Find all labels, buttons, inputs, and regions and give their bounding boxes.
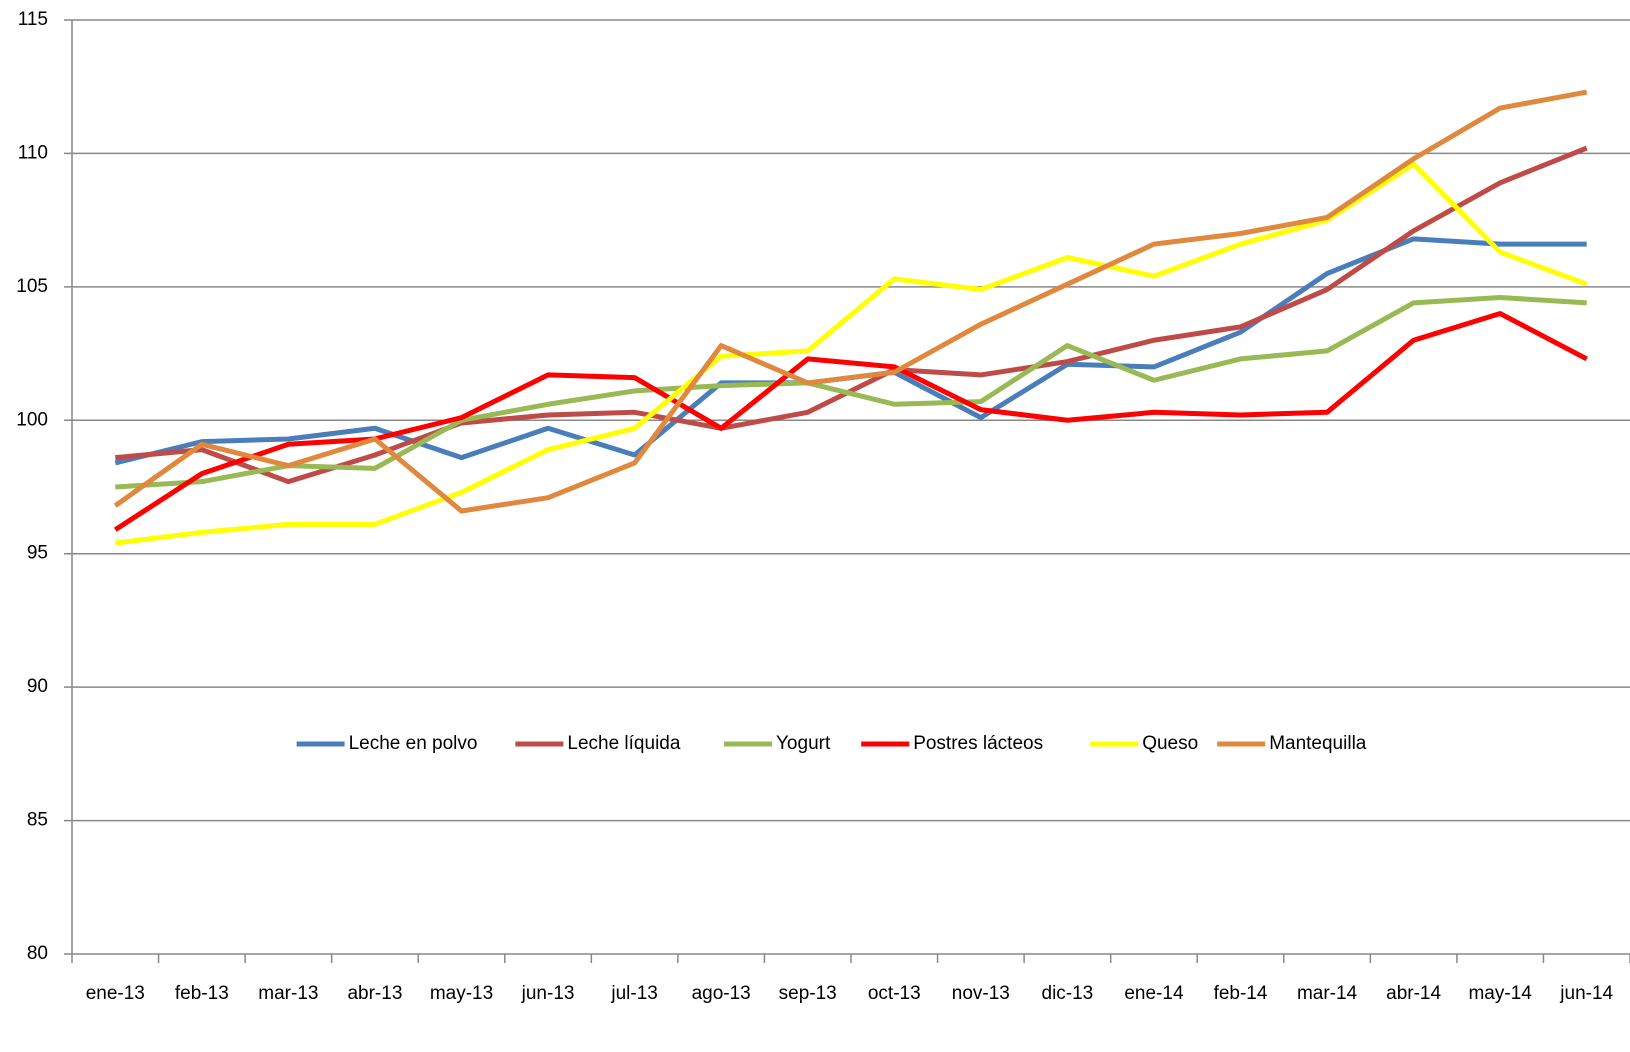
legend-label: Mantequilla — [1269, 733, 1367, 754]
y-tick-label: 100 — [16, 409, 48, 430]
legend-label: Yogurt — [776, 733, 831, 754]
legend-label: Leche líquida — [567, 733, 680, 754]
legend-label: Postres lácteos — [913, 733, 1043, 754]
x-tick-label: dic-13 — [1042, 983, 1094, 1004]
y-tick-label: 90 — [27, 676, 48, 697]
legend-label: Leche en polvo — [349, 733, 478, 754]
x-tick-label: oct-13 — [868, 983, 921, 1004]
x-tick-label: jun-13 — [521, 983, 575, 1004]
line-series — [114, 161, 1588, 546]
y-tick-label: 85 — [27, 810, 48, 831]
y-tick-label: 95 — [27, 543, 48, 564]
x-tick-label: feb-13 — [175, 983, 229, 1004]
x-tick-label: ago-13 — [692, 983, 751, 1004]
y-tick-label: 105 — [16, 276, 48, 297]
line-series — [115, 145, 1588, 485]
x-tick-label: ene-14 — [1124, 983, 1184, 1004]
x-tick-label: jun-14 — [1559, 983, 1613, 1004]
y-tick-label: 110 — [18, 142, 48, 163]
x-tick-label: abr-13 — [347, 983, 402, 1004]
x-tick-label: jul-13 — [610, 983, 657, 1004]
line-series — [114, 236, 1587, 466]
line-series — [113, 89, 1588, 514]
y-tick-label: 115 — [18, 9, 48, 30]
y-tick-label: 80 — [27, 943, 48, 964]
x-tick-label: feb-14 — [1214, 983, 1268, 1004]
line-series — [113, 311, 1588, 532]
legend-label: Queso — [1142, 733, 1198, 754]
x-tick-label: sep-13 — [779, 983, 837, 1004]
x-tick-label: mar-13 — [258, 983, 318, 1004]
x-tick-label: ene-13 — [86, 983, 145, 1004]
x-tick-label: may-13 — [430, 983, 493, 1004]
x-tick-label: abr-14 — [1386, 983, 1441, 1004]
line-series — [115, 295, 1587, 490]
x-tick-label: may-14 — [1468, 983, 1532, 1004]
x-tick-label: mar-14 — [1297, 983, 1358, 1004]
x-tick-label: nov-13 — [952, 983, 1010, 1004]
